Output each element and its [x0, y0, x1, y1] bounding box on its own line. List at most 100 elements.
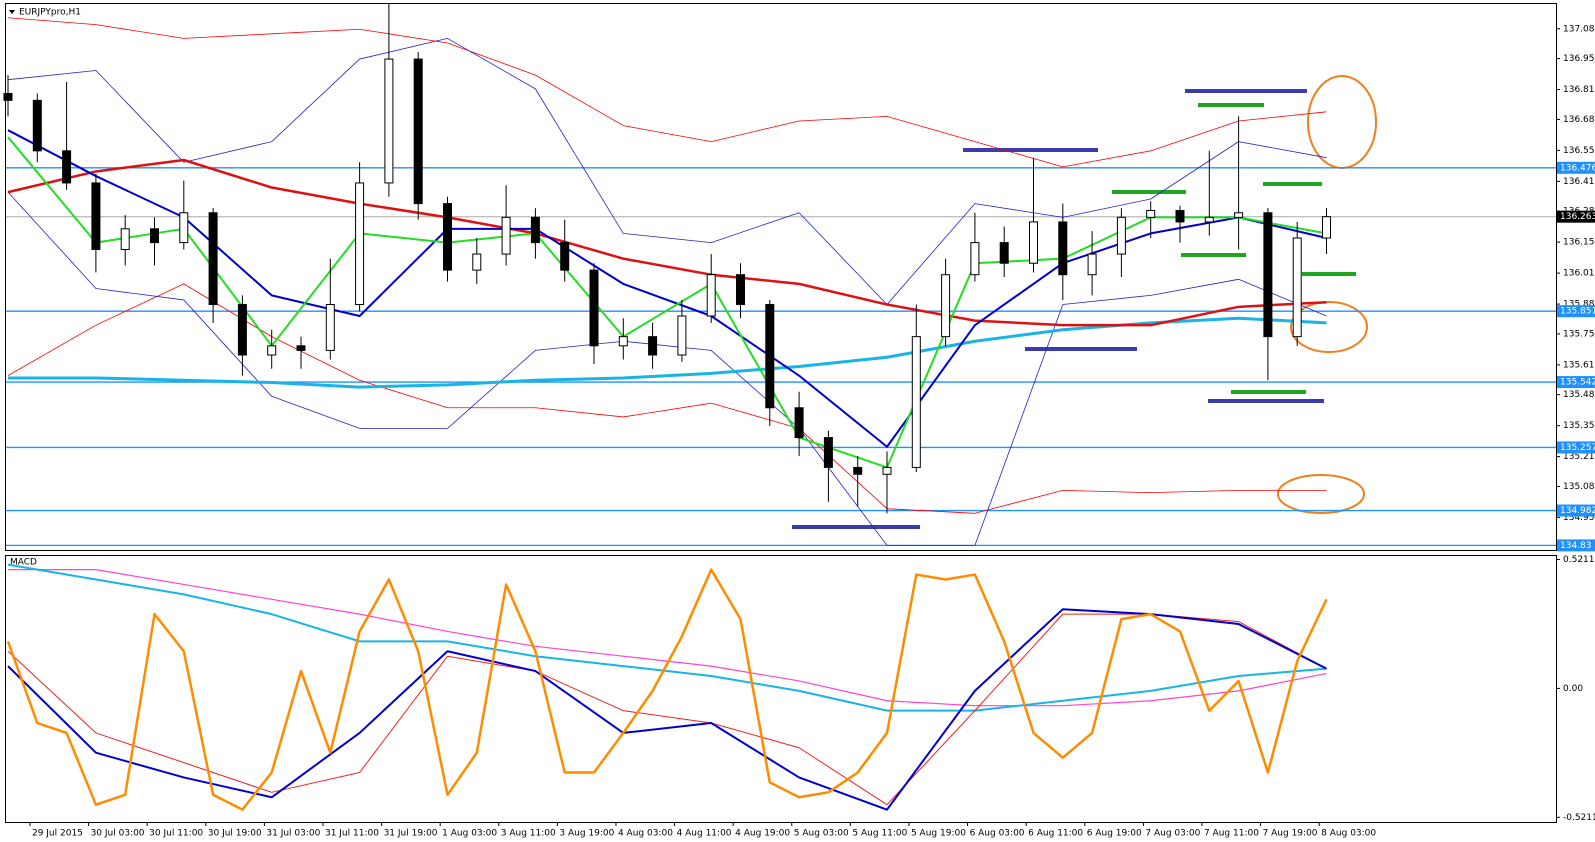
price-level-tag	[1557, 161, 1595, 174]
candle-body	[1175, 209, 1185, 223]
indicator-line	[7, 283, 1327, 514]
candle-body	[970, 242, 980, 276]
price-level-tag	[1557, 210, 1595, 223]
y-tick-label: 135.882	[1563, 300, 1595, 310]
price-level-label: 134.83	[1560, 541, 1592, 551]
x-tick-label: 4 Aug 03:00	[618, 829, 673, 839]
drawn-ellipse	[1277, 474, 1365, 514]
candle-body	[1087, 253, 1097, 276]
price-level-label: 136.476	[1560, 163, 1595, 173]
x-tick-label: 30 Jul 03:00	[91, 829, 145, 839]
drawings	[792, 75, 1377, 529]
y-tick-label: 135.087	[1563, 482, 1595, 492]
y-tick-label: -0.5211	[1563, 813, 1595, 823]
candle-body	[443, 203, 452, 271]
candle-body	[1058, 221, 1068, 276]
candle-body	[501, 216, 511, 255]
candle-body	[120, 228, 130, 250]
x-tick-label: 6 Aug 03:00	[970, 829, 1025, 839]
candle-body	[325, 304, 335, 351]
candle-body	[91, 182, 101, 250]
candle-body	[472, 253, 482, 271]
candle-body	[765, 304, 775, 409]
candle-body	[384, 58, 394, 184]
candle-body	[1292, 237, 1302, 338]
x-tick-label: 5 Aug 03:00	[794, 829, 849, 839]
chart-title: EURJPYpro,H1	[19, 8, 81, 18]
price-panel-frame	[5, 3, 1557, 551]
price-level-label: 134.982	[1560, 506, 1595, 516]
price-level-tag	[1557, 305, 1595, 318]
candle-body	[413, 58, 423, 205]
indicator-line	[7, 613, 1327, 806]
price-level-label: 135.851	[1560, 307, 1595, 317]
y-tick-label: 136.687	[1563, 115, 1595, 125]
candle-body	[1146, 209, 1156, 218]
y-tick-label: 135.752	[1563, 329, 1595, 339]
price-level-tag	[1557, 376, 1595, 389]
panel-title: MACD	[10, 558, 37, 568]
x-tick-label: 4 Aug 11:00	[677, 829, 732, 839]
x-tick-label: 7 Aug 03:00	[1145, 829, 1200, 839]
menu-arrow	[9, 10, 15, 14]
candle-body	[530, 216, 540, 244]
candle-body	[853, 466, 863, 475]
y-tick-label: 137.082	[1563, 24, 1595, 34]
candle-body	[296, 345, 306, 351]
candle-body	[589, 269, 599, 347]
x-tick-label: 3 Aug 19:00	[559, 829, 614, 839]
y-tick-label: 135.487	[1563, 390, 1595, 400]
x-tick-label: 7 Aug 19:00	[1263, 829, 1318, 839]
y-tick-label: 136.417	[1563, 177, 1595, 187]
x-tick-label: 30 Jul 19:00	[208, 829, 262, 839]
y-tick-label: 135.352	[1563, 421, 1595, 431]
candle-body	[1204, 216, 1214, 223]
indicator-line	[7, 38, 1327, 305]
candle-body	[150, 228, 159, 244]
candle-body	[794, 407, 804, 439]
y-tick-label: 134.952	[1563, 513, 1595, 523]
candle-body	[208, 212, 218, 306]
candle-body	[648, 336, 658, 356]
indicator-line	[7, 191, 1327, 546]
indicator-line	[7, 158, 1327, 327]
macd-panel-frame	[5, 555, 1557, 823]
y-tick-label: 135.217	[1563, 452, 1595, 462]
y-tick-label: 0.00	[1563, 684, 1583, 694]
candle-body	[1322, 216, 1331, 239]
candle-body	[62, 150, 72, 184]
y-tick-label: 0.5211	[1563, 555, 1595, 565]
x-tick-label: 31 Jul 03:00	[266, 829, 320, 839]
x-tick-label: 29 Jul 2015	[32, 829, 83, 839]
candle-body	[677, 315, 687, 356]
price-level-label: 135.542	[1560, 378, 1595, 388]
candle-body	[179, 212, 189, 244]
x-tick-label: 30 Jul 11:00	[149, 829, 203, 839]
x-tick-label: 8 Aug 03:00	[1321, 829, 1376, 839]
x-tick-label: 7 Aug 11:00	[1204, 829, 1259, 839]
y-tick-label: 136.017	[1563, 269, 1595, 279]
x-tick-label: 6 Aug 11:00	[1028, 829, 1083, 839]
candle-body	[1029, 221, 1038, 264]
y-tick-label: 136.952	[1563, 54, 1595, 64]
candle-body	[618, 336, 628, 347]
drawn-ellipse	[1290, 301, 1368, 353]
indicator-line	[7, 136, 1327, 469]
indicator-line	[6, 568, 1328, 811]
x-tick-label: 3 Aug 11:00	[501, 829, 556, 839]
indicator-line	[7, 129, 1327, 448]
candle-body	[1263, 212, 1273, 338]
y-tick-label: 136.552	[1563, 146, 1595, 156]
price-level-tag	[1557, 441, 1595, 454]
candle-body	[999, 242, 1009, 264]
candle-body	[237, 304, 247, 356]
x-tick-label: 5 Aug 19:00	[911, 829, 966, 839]
x-tick-label: 6 Aug 19:00	[1087, 829, 1142, 839]
candle-body	[941, 274, 951, 338]
candle-body	[882, 466, 892, 475]
x-tick-label: 4 Aug 19:00	[735, 829, 790, 839]
candle-body	[706, 274, 716, 317]
x-tick-label: 1 Aug 03:00	[442, 829, 497, 839]
candle-body	[267, 345, 277, 356]
